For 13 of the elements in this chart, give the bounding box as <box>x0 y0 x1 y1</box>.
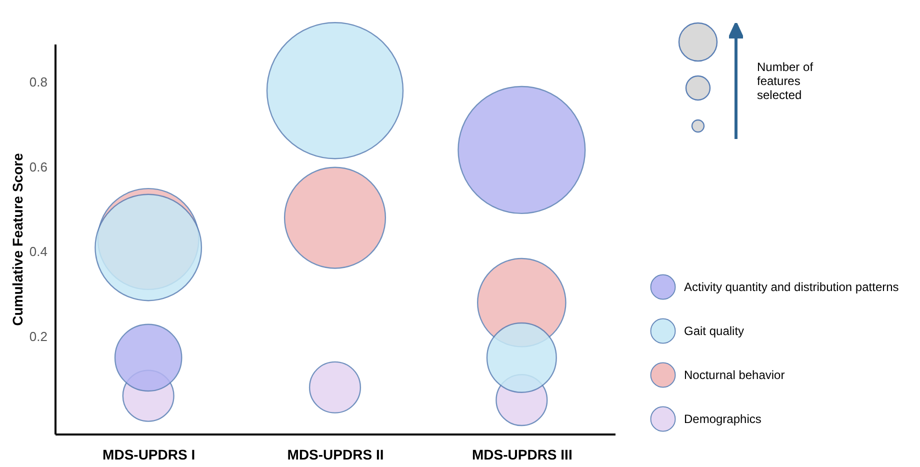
x-tick-label: MDS-UPDRS II <box>287 446 384 462</box>
y-axis-title: Cumulative Feature Score <box>9 152 26 326</box>
y-tick-label: 0.4 <box>29 244 48 260</box>
legend-label: Demographics <box>684 412 762 426</box>
text: Number of features selected <box>757 60 814 102</box>
y-tick-label: 0.6 <box>29 159 48 174</box>
x-tick-label: MDS-UPDRS I <box>102 446 196 462</box>
x-tick-label: MDS-UPDRS III <box>472 446 572 462</box>
legend-label: Gait quality <box>684 324 744 338</box>
y-tick-label: 0.8 <box>29 74 48 90</box>
legend-label: Nocturnal behavior <box>684 368 785 382</box>
y-tick-label: 0.2 <box>29 329 48 344</box>
legend-label: Activity quantity and distribution patterns <box>684 280 899 294</box>
